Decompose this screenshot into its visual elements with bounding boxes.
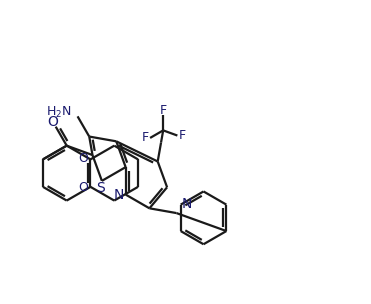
Text: F: F (141, 131, 148, 144)
Text: N: N (114, 188, 124, 202)
Text: N: N (182, 197, 192, 211)
Text: O: O (79, 181, 89, 194)
Text: F: F (160, 103, 167, 116)
Text: O: O (47, 115, 59, 129)
Text: O: O (79, 152, 89, 165)
Text: H$_2$N: H$_2$N (46, 105, 71, 120)
Text: S: S (96, 181, 105, 195)
Text: F: F (179, 129, 186, 142)
